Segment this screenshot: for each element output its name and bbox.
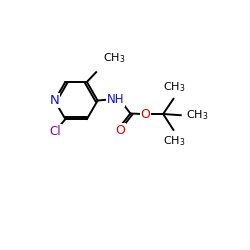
Text: NH: NH <box>106 93 124 106</box>
Text: CH$_3$: CH$_3$ <box>186 108 208 122</box>
Text: CH$_3$: CH$_3$ <box>163 134 185 148</box>
Text: N: N <box>50 94 59 107</box>
Text: O: O <box>140 108 150 120</box>
Text: CH$_3$: CH$_3$ <box>103 52 125 65</box>
Text: CH$_3$: CH$_3$ <box>163 81 185 94</box>
Text: Cl: Cl <box>49 125 61 138</box>
Text: O: O <box>116 124 126 137</box>
